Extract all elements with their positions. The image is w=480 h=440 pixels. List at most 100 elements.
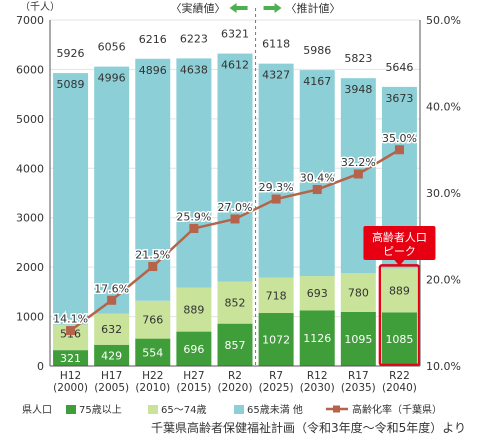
peak-callout-line2: ピーク <box>383 245 416 258</box>
value-label-under65: 4327 <box>262 69 290 82</box>
x-tick-era: H17 <box>101 370 122 382</box>
y-right-tick-label: 20.0% <box>426 274 461 287</box>
value-label-age75: 1072 <box>262 334 290 347</box>
x-tick-year: (2040) <box>382 382 417 394</box>
total-label: 6321 <box>221 28 249 41</box>
x-tick-era: R7 <box>269 370 283 382</box>
y-right-tick-label: 10.0% <box>426 360 461 373</box>
bar-age65 <box>299 276 335 311</box>
y-left-tick-label: 7000 <box>16 14 44 27</box>
y-right-tick-label: 40.0% <box>426 101 461 114</box>
aging-rate-label: 25.9% <box>176 210 211 223</box>
period-label-projected: 〈推計値〉 <box>286 1 341 15</box>
y-left-tick-label: 3000 <box>16 212 44 225</box>
value-label-age65: 766 <box>142 314 163 327</box>
bar-age65 <box>94 313 130 345</box>
value-label-age65: 852 <box>225 297 246 310</box>
y-right-tick-label: 30.0% <box>426 187 461 200</box>
aging-rate-point <box>230 214 240 224</box>
aging-rate-point <box>189 223 199 233</box>
value-label-age65: 889 <box>183 304 204 317</box>
total-label: 6056 <box>98 41 126 54</box>
aging-rate-label: 21.5% <box>135 249 170 262</box>
y-left-tick-label: 0 <box>37 360 44 373</box>
legend-label-aging-rate: 高齢化率（千葉県） <box>352 403 442 416</box>
bar-age75 <box>340 311 376 366</box>
value-label-under65: 3673 <box>385 92 413 105</box>
x-tick-year: (2020) <box>218 382 253 394</box>
aging-rate-label: 30.4% <box>300 172 335 185</box>
total-label: 6216 <box>139 33 167 46</box>
x-tick-era: H27 <box>183 370 204 382</box>
aging-rate-point <box>148 262 158 272</box>
value-label-age75: 554 <box>142 346 163 359</box>
x-tick-year: (2010) <box>135 382 170 394</box>
source-caption: 千葉県高齢者保健福祉計画（令和3年度〜令和5年度）より <box>151 420 466 435</box>
arrow-right-icon <box>263 3 282 13</box>
bar-under65 <box>135 58 171 301</box>
value-label-under65: 4896 <box>139 64 167 77</box>
x-tick-year: (2005) <box>94 382 129 394</box>
x-tick-era: R2 <box>228 370 242 382</box>
value-label-age75: 857 <box>225 339 246 352</box>
legend-swatch-age65 <box>148 405 158 414</box>
value-label-age75: 696 <box>183 343 204 356</box>
bar-under65 <box>299 70 335 277</box>
total-label: 6118 <box>262 38 290 51</box>
y-left-tick-label: 2000 <box>16 261 44 274</box>
value-label-age65: 718 <box>266 289 287 302</box>
value-label-age75: 429 <box>101 349 122 362</box>
aging-rate-label: 17.6% <box>94 282 129 295</box>
value-label-age65: 693 <box>307 287 328 300</box>
value-label-under65: 4638 <box>180 63 208 76</box>
y-right-tick-label: 50.0% <box>426 14 461 27</box>
x-tick-year: (2025) <box>259 382 294 394</box>
value-label-age75: 1126 <box>303 332 331 345</box>
total-label: 5986 <box>303 44 331 57</box>
value-label-under65: 4167 <box>303 75 331 88</box>
bar-age75 <box>135 338 171 366</box>
legend-label-age75: 75歳以上 <box>79 404 122 416</box>
aging-rate-point <box>66 326 76 336</box>
total-label: 6223 <box>180 32 208 45</box>
peak-callout-pointer <box>394 260 405 266</box>
period-label-actual: 〈実績値〉 <box>171 1 226 15</box>
bar-under65 <box>258 63 294 278</box>
value-label-under65: 5089 <box>57 78 85 91</box>
peak-callout-box <box>363 226 436 260</box>
bar-age65 <box>381 268 417 313</box>
aging-rate-label: 29.3% <box>259 181 294 194</box>
y-left-unit-label: （千人） <box>20 1 60 13</box>
x-tick-year: (2015) <box>176 382 211 394</box>
value-label-under65: 4996 <box>98 72 126 85</box>
bar-age75 <box>53 350 89 366</box>
bar-age65 <box>258 277 294 314</box>
legend-label-age65: 65〜74歳 <box>161 404 206 416</box>
bar-age75 <box>94 344 130 366</box>
bar-age65 <box>340 273 376 312</box>
bar-age65 <box>135 300 171 339</box>
bar-under65 <box>217 53 253 282</box>
legend-swatch-under65 <box>234 405 244 414</box>
aging-rate-point <box>394 145 404 155</box>
x-tick-year: (2030) <box>300 382 335 394</box>
bar-under65 <box>53 73 89 325</box>
bar-age75 <box>299 310 335 366</box>
peak-callout-line1: 高齢者人口 <box>372 230 427 244</box>
value-label-age65: 632 <box>101 323 122 336</box>
value-label-age75: 1085 <box>385 333 413 346</box>
aging-rate-point <box>271 194 281 204</box>
legend-swatch-aging-rate-marker <box>333 405 340 413</box>
aging-rate-label: 32.2% <box>341 156 376 169</box>
y-left-tick-label: 6000 <box>16 63 44 76</box>
x-tick-era: R17 <box>348 370 369 382</box>
bar-age75 <box>217 323 253 366</box>
bar-age65 <box>217 281 253 324</box>
total-label: 5926 <box>57 47 85 60</box>
x-tick-year: (2035) <box>341 382 376 394</box>
value-label-age75: 1095 <box>344 333 372 346</box>
x-tick-era: R12 <box>307 370 328 382</box>
aging-rate-point <box>353 169 363 179</box>
bar-age65 <box>176 287 212 332</box>
